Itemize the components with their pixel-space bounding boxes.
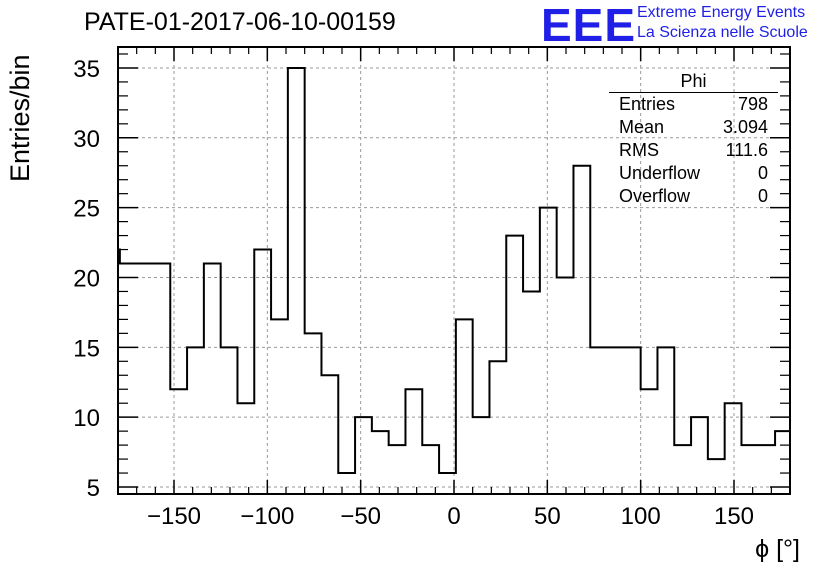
stats-value: 111.6 <box>725 140 768 160</box>
y-tick-label: 15 <box>73 335 100 362</box>
stats-row: RMS 111.6 <box>609 139 778 162</box>
logo-line-2: La Scienza nelle Scuole <box>637 24 808 41</box>
stats-label: Entries <box>619 94 676 114</box>
stats-row: Overflow 0 <box>609 185 778 208</box>
y-tick-label: 5 <box>87 475 100 502</box>
x-tick-label: 100 <box>621 503 661 530</box>
stats-label: Underflow <box>619 163 701 183</box>
axis-ticks <box>117 47 791 494</box>
stats-row: Entries 798 <box>609 93 778 116</box>
stats-label: RMS <box>619 140 659 160</box>
eee-logo: EEE <box>541 0 637 51</box>
stats-label: Overflow <box>619 186 691 206</box>
stats-box: Phi Entries 798 Mean 3.094 RMS 111.6 Und… <box>609 71 778 208</box>
stats-label: Mean <box>619 117 665 137</box>
y-tick-label: 20 <box>73 265 100 292</box>
stats-value: 798 <box>737 94 768 114</box>
grid-lines <box>118 47 790 494</box>
x-tick-label: 50 <box>534 503 561 530</box>
y-tick-label: 35 <box>73 56 100 83</box>
axis-tick-labels: −150 −100 −50 0 50 100 150 5 10 15 20 25 30 35 <box>73 56 754 530</box>
y-axis-label: Entries/bin <box>5 54 35 182</box>
stats-row: Underflow 0 <box>609 162 778 185</box>
x-axis-label: ϕ [°] <box>755 535 800 563</box>
x-tick-label: 0 <box>447 503 460 530</box>
y-tick-label: 10 <box>73 405 100 432</box>
histogram-step-line <box>118 66 790 475</box>
stats-value: 0 <box>757 163 768 183</box>
x-tick-label: −100 <box>240 503 294 530</box>
y-tick-label: 25 <box>73 196 100 223</box>
stats-title: Phi <box>609 71 778 93</box>
x-tick-label: 150 <box>714 503 754 530</box>
x-tick-label: −150 <box>147 503 201 530</box>
chart-title: PATE-01-2017-06-10-00159 <box>84 8 396 36</box>
stats-value: 0 <box>757 186 768 206</box>
y-tick-label: 30 <box>73 126 100 153</box>
x-tick-label: −50 <box>340 503 381 530</box>
stats-row: Mean 3.094 <box>609 116 778 139</box>
logo-line-1: Extreme Energy Events <box>637 4 806 21</box>
stats-value: 3.094 <box>722 117 768 137</box>
